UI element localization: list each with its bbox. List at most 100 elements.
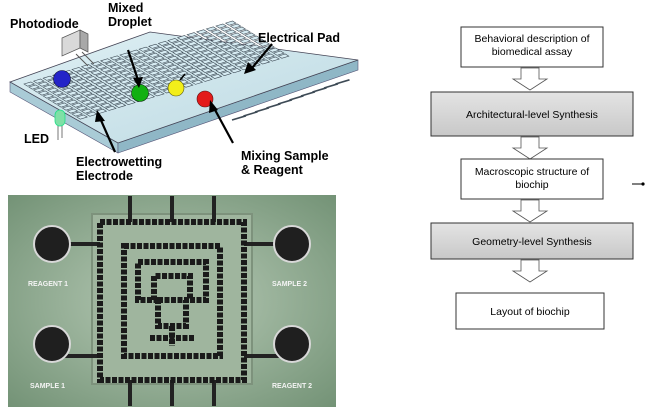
flow-step-geometry-synthesis: Geometry-level Synthesis bbox=[430, 222, 634, 260]
electrode-cell bbox=[143, 76, 156, 82]
electrode-cell bbox=[28, 84, 40, 90]
electrode-cell bbox=[104, 70, 117, 76]
electrode-cell bbox=[52, 99, 64, 105]
electrode-cell bbox=[220, 35, 232, 41]
electrode-cell bbox=[100, 58, 112, 64]
biochip-schematic: Photodiode Mixed Droplet Electrical Pad L… bbox=[9, 1, 359, 183]
electrode-cell bbox=[215, 32, 228, 38]
biochip-photo: REAGENT 1 SAMPLE 2 SAMPLE 1 REAGENT 2 bbox=[8, 195, 336, 407]
electrode-cell bbox=[76, 70, 88, 75]
electrode-cell bbox=[80, 99, 93, 105]
electrode-cell bbox=[104, 96, 117, 102]
electrode-cell bbox=[104, 79, 117, 85]
electrode-cell bbox=[76, 78, 88, 84]
electrode-cell bbox=[191, 44, 204, 50]
electrode-cell bbox=[148, 61, 160, 67]
electrode-cell bbox=[210, 38, 223, 44]
electrode-cell bbox=[133, 61, 146, 67]
electrode-cell bbox=[100, 76, 112, 82]
electrode-cell bbox=[119, 79, 132, 85]
electrode-cell bbox=[224, 47, 237, 53]
electrode-cell bbox=[90, 105, 103, 111]
electrode-cell bbox=[224, 65, 237, 71]
electrode-cell bbox=[191, 70, 204, 76]
electrode-cell bbox=[181, 55, 194, 61]
electrode-cell bbox=[229, 41, 242, 47]
electrode-cell bbox=[138, 46, 151, 52]
electrode-cell bbox=[244, 32, 256, 38]
electrode-cell bbox=[124, 73, 136, 79]
text-line: Macroscopic structure of bbox=[475, 166, 589, 178]
mixed-droplet-label: Mixed Droplet bbox=[108, 1, 153, 29]
electrode-cell bbox=[220, 62, 232, 68]
electrode-cell bbox=[80, 81, 93, 87]
electrode-cell bbox=[239, 38, 252, 44]
electrode-cell bbox=[80, 64, 93, 70]
electrode-cell bbox=[234, 26, 247, 32]
yellow-droplet bbox=[167, 79, 185, 97]
svg-text:Architectural-level Synthesis: Architectural-level Synthesis bbox=[466, 109, 598, 121]
electrode-cell bbox=[143, 67, 156, 73]
electrode-cell bbox=[196, 64, 208, 70]
electrode-cell bbox=[186, 32, 199, 38]
electrical-pads bbox=[231, 79, 350, 121]
electrode-cell bbox=[191, 61, 204, 67]
green-droplet bbox=[131, 84, 149, 102]
electrode-cell bbox=[176, 70, 189, 76]
photodiode-icon bbox=[61, 29, 95, 67]
electrode-cell bbox=[176, 44, 189, 49]
electrode-cell bbox=[205, 26, 218, 32]
svg-text:Geometry-level Synthesis: Geometry-level Synthesis bbox=[472, 236, 592, 248]
electrode-cell bbox=[104, 105, 117, 111]
electrode-cell bbox=[162, 70, 175, 76]
electrode-cell bbox=[80, 108, 93, 114]
electrode-cell bbox=[37, 81, 50, 87]
electrode-cell bbox=[205, 62, 218, 67]
text-line: Droplet bbox=[108, 15, 153, 29]
electrode-cell bbox=[90, 79, 103, 84]
electrode-cell bbox=[152, 73, 165, 79]
flow-arrows bbox=[511, 67, 549, 283]
electrode-cell bbox=[76, 114, 88, 120]
electrode-cell bbox=[224, 20, 237, 26]
electrode-cell bbox=[229, 59, 242, 65]
electrode-cell bbox=[133, 52, 146, 58]
electrode-cell bbox=[90, 96, 103, 102]
electrode-cell bbox=[167, 64, 180, 70]
electrode-cell bbox=[109, 91, 122, 96]
electrode-cell bbox=[71, 111, 84, 117]
electrode-cell bbox=[172, 67, 184, 73]
electrode-cell bbox=[181, 38, 194, 44]
electrode-cell bbox=[71, 102, 84, 108]
text-line: Electrode bbox=[76, 169, 133, 183]
electrode-cell bbox=[253, 38, 266, 44]
electrode-cell bbox=[186, 67, 199, 73]
electrode-cell bbox=[148, 70, 160, 76]
electrode-cell bbox=[172, 41, 184, 46]
electrode-cell bbox=[66, 99, 79, 105]
electrode-cell bbox=[76, 96, 88, 102]
electrode-cell bbox=[191, 35, 204, 41]
electrode-cell bbox=[244, 59, 256, 65]
photo-label-sample-1: SAMPLE 1 bbox=[30, 383, 65, 390]
electrode-cell bbox=[109, 55, 122, 61]
text-line: Mixing Sample bbox=[241, 149, 329, 163]
electrode-cell bbox=[104, 88, 117, 93]
electrode-cell bbox=[196, 47, 208, 53]
electrode-cell bbox=[268, 56, 280, 62]
electrode-cell bbox=[157, 67, 170, 73]
electrode-cell bbox=[229, 50, 242, 56]
electrode-cell bbox=[100, 67, 112, 73]
electrode-cell bbox=[85, 76, 98, 81]
electrode-cell bbox=[23, 81, 36, 87]
electrode-cell bbox=[215, 50, 228, 56]
electrode-cell bbox=[210, 47, 223, 53]
electrode-cell bbox=[210, 65, 223, 70]
electrode-cell bbox=[205, 44, 218, 50]
electrode-cell bbox=[181, 64, 194, 70]
electrode-cell bbox=[157, 76, 170, 82]
electrode-cell bbox=[258, 41, 271, 47]
callout-arrows bbox=[95, 43, 273, 153]
electrode-cell bbox=[176, 61, 189, 67]
electrode-cell bbox=[172, 58, 184, 64]
